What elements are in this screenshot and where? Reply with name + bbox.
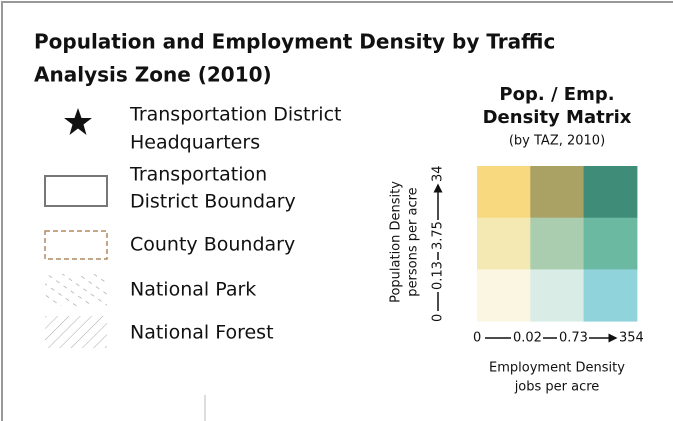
legend-label: District Boundary: [130, 191, 296, 213]
legend-label: County Boundary: [130, 234, 295, 256]
y-axis: 0 0.13 3.75 34: [431, 165, 446, 322]
matrix-cell: [530, 217, 585, 270]
title: Population and Employment Density by Tra…: [34, 30, 555, 54]
matrix-cell: [477, 217, 531, 270]
tick-label: 0.13: [431, 261, 446, 290]
county-boundary-icon: [44, 230, 108, 260]
star-icon: [64, 108, 92, 135]
district-boundary-icon: [44, 175, 108, 207]
national-forest-icon: [45, 316, 107, 348]
tick-label: 0: [431, 314, 446, 322]
matrix-title: Density Matrix: [483, 107, 632, 128]
y-label: persons per acre: [406, 187, 421, 296]
x-label: Employment Density: [489, 361, 625, 376]
matrix-cell: [530, 269, 585, 322]
matrix-cell: [477, 166, 531, 219]
y-label: Population Density: [389, 181, 404, 303]
tick-label: 3.75: [431, 221, 446, 250]
matrix-cell: [583, 217, 638, 270]
title: Analysis Zone (2010): [34, 63, 272, 87]
tick-label: 0: [473, 331, 481, 346]
national-park-icon: [45, 274, 107, 306]
matrix-subtitle: (by TAZ, 2010): [509, 134, 605, 149]
matrix-cell: [583, 166, 638, 219]
legend-label: Headquarters: [130, 132, 260, 154]
y-label-group: Population Density persons per acre: [389, 181, 421, 303]
legend-label: National Forest: [130, 322, 274, 344]
legend-label: National Park: [130, 279, 256, 301]
tick-label: 354: [619, 331, 644, 346]
x-label: jobs per acre: [514, 380, 600, 395]
tick-label: 34: [431, 165, 446, 182]
x-axis: 0 0.02 0.73 354: [473, 331, 644, 346]
matrix-cell: [477, 269, 531, 322]
tick-label: 0.73: [559, 331, 588, 346]
tick-label: 0.02: [513, 331, 542, 346]
matrix-cell: [530, 166, 585, 219]
legend-label: Transportation District: [129, 104, 341, 126]
matrix-cell: [583, 269, 638, 322]
legend-label: Transportation: [129, 164, 267, 186]
matrix-title: Pop. / Emp.: [499, 84, 614, 105]
